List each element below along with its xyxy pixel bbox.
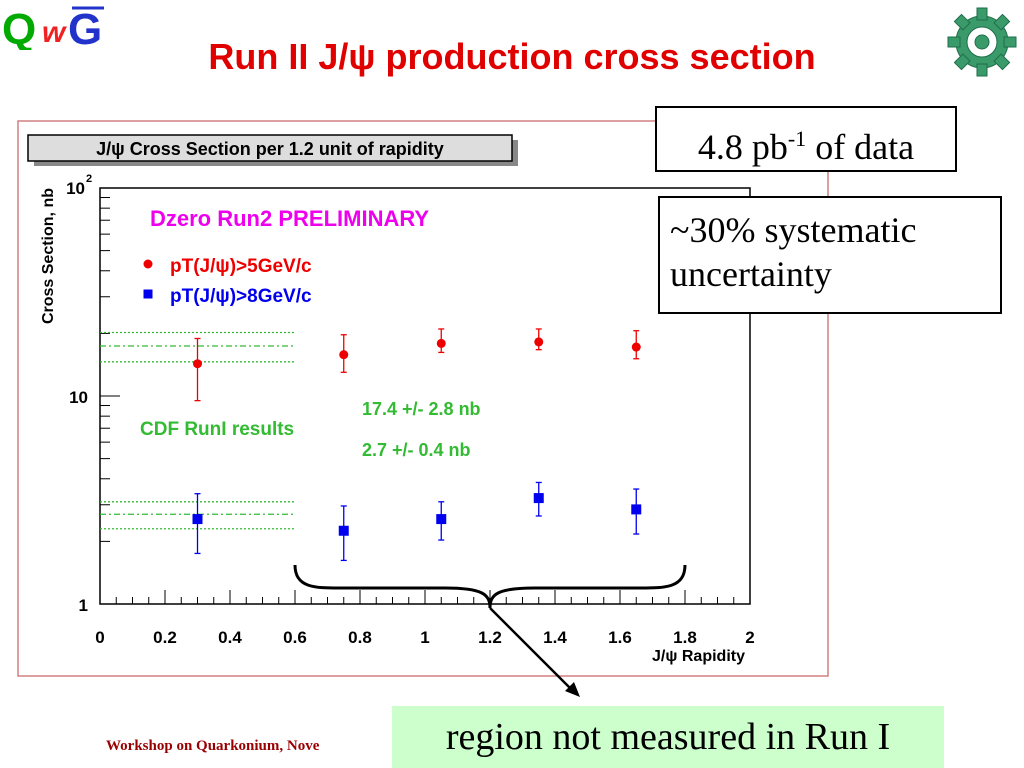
x-tick-label: 0.8 xyxy=(348,628,372,647)
legend-marker-circle xyxy=(143,259,153,269)
legend-marker-square xyxy=(143,289,153,299)
x-axis-label: J/ψ Rapidity xyxy=(652,648,745,665)
x-tick-label: 0.6 xyxy=(283,628,307,647)
region-brace xyxy=(293,564,687,609)
footer-text: Workshop on Quarkonium, Nove xyxy=(106,738,320,754)
data-point-square xyxy=(631,504,642,515)
x-tick-label: 1.2 xyxy=(478,628,502,647)
qwg-logo: Q w G xyxy=(2,5,104,50)
x-tick-label: 2 xyxy=(745,628,754,647)
systematic-line-2: uncertainty xyxy=(670,254,832,294)
y-tick-label-exponent: 2 xyxy=(86,173,92,185)
chart-subtitle: Dzero Run2 PRELIMINARY xyxy=(150,206,429,231)
data-point-square xyxy=(192,514,203,525)
chart-title: J/ψ Cross Section per 1.2 unit of rapidi… xyxy=(96,139,444,159)
legend-label: pT(J/ψ)>8GeV/c xyxy=(170,286,312,307)
data-point-square xyxy=(533,493,544,504)
data-point-circle xyxy=(631,342,641,352)
luminosity-tail: of data xyxy=(806,127,915,167)
x-tick-label: 0 xyxy=(95,628,104,647)
chart-title-box xyxy=(27,134,513,162)
y-axis-label: Cross Section, nb xyxy=(40,188,57,324)
data-point-circle xyxy=(339,350,349,360)
reference-value-label: 17.4 +/- 2.8 nb xyxy=(362,399,481,419)
plot-frame xyxy=(17,120,829,677)
region-callout: region not measured in Run I xyxy=(392,706,944,768)
data-point-square xyxy=(436,514,447,525)
systematic-line-1: ~30% systematic xyxy=(670,210,917,250)
svg-text:Q: Q xyxy=(2,5,36,50)
luminosity-base: 4.8 pb xyxy=(697,127,788,167)
data-point-circle xyxy=(193,359,202,369)
data-point-square xyxy=(338,525,349,536)
region-arrow-line xyxy=(489,607,571,689)
x-tick-label: 1.6 xyxy=(608,628,632,647)
svg-text:w: w xyxy=(42,16,67,49)
x-tick-label: 0.4 xyxy=(218,628,242,647)
y-tick-label: 1 xyxy=(79,596,88,615)
x-tick-label: 1.8 xyxy=(673,628,697,647)
region-arrow-head xyxy=(565,682,580,697)
reference-value-label: 2.7 +/- 0.4 nb xyxy=(362,440,471,460)
legend-label: pT(J/ψ)>5GeV/c xyxy=(170,256,312,277)
svg-text:G: G xyxy=(68,5,102,50)
y-tick-label: 10 xyxy=(69,388,88,407)
x-tick-label: 1.4 xyxy=(543,628,567,647)
luminosity-callout: 4.8 pb-1 of data xyxy=(655,106,957,172)
x-tick-label: 1 xyxy=(420,628,429,647)
slide-title-text: Run II J/ψ production cross section xyxy=(208,36,816,77)
y-tick-label: 10 xyxy=(66,179,85,198)
systematic-callout: ~30% systematic uncertainty xyxy=(658,196,1002,314)
reference-label: CDF RunI results xyxy=(140,419,294,440)
x-tick-label: 0.2 xyxy=(153,628,177,647)
slide-title: Run II J/ψ production cross section xyxy=(0,36,1024,78)
luminosity-exponent: -1 xyxy=(787,126,807,151)
data-point-circle xyxy=(534,337,544,347)
data-point-circle xyxy=(436,338,446,348)
cog-emblem-logo xyxy=(947,7,1017,77)
